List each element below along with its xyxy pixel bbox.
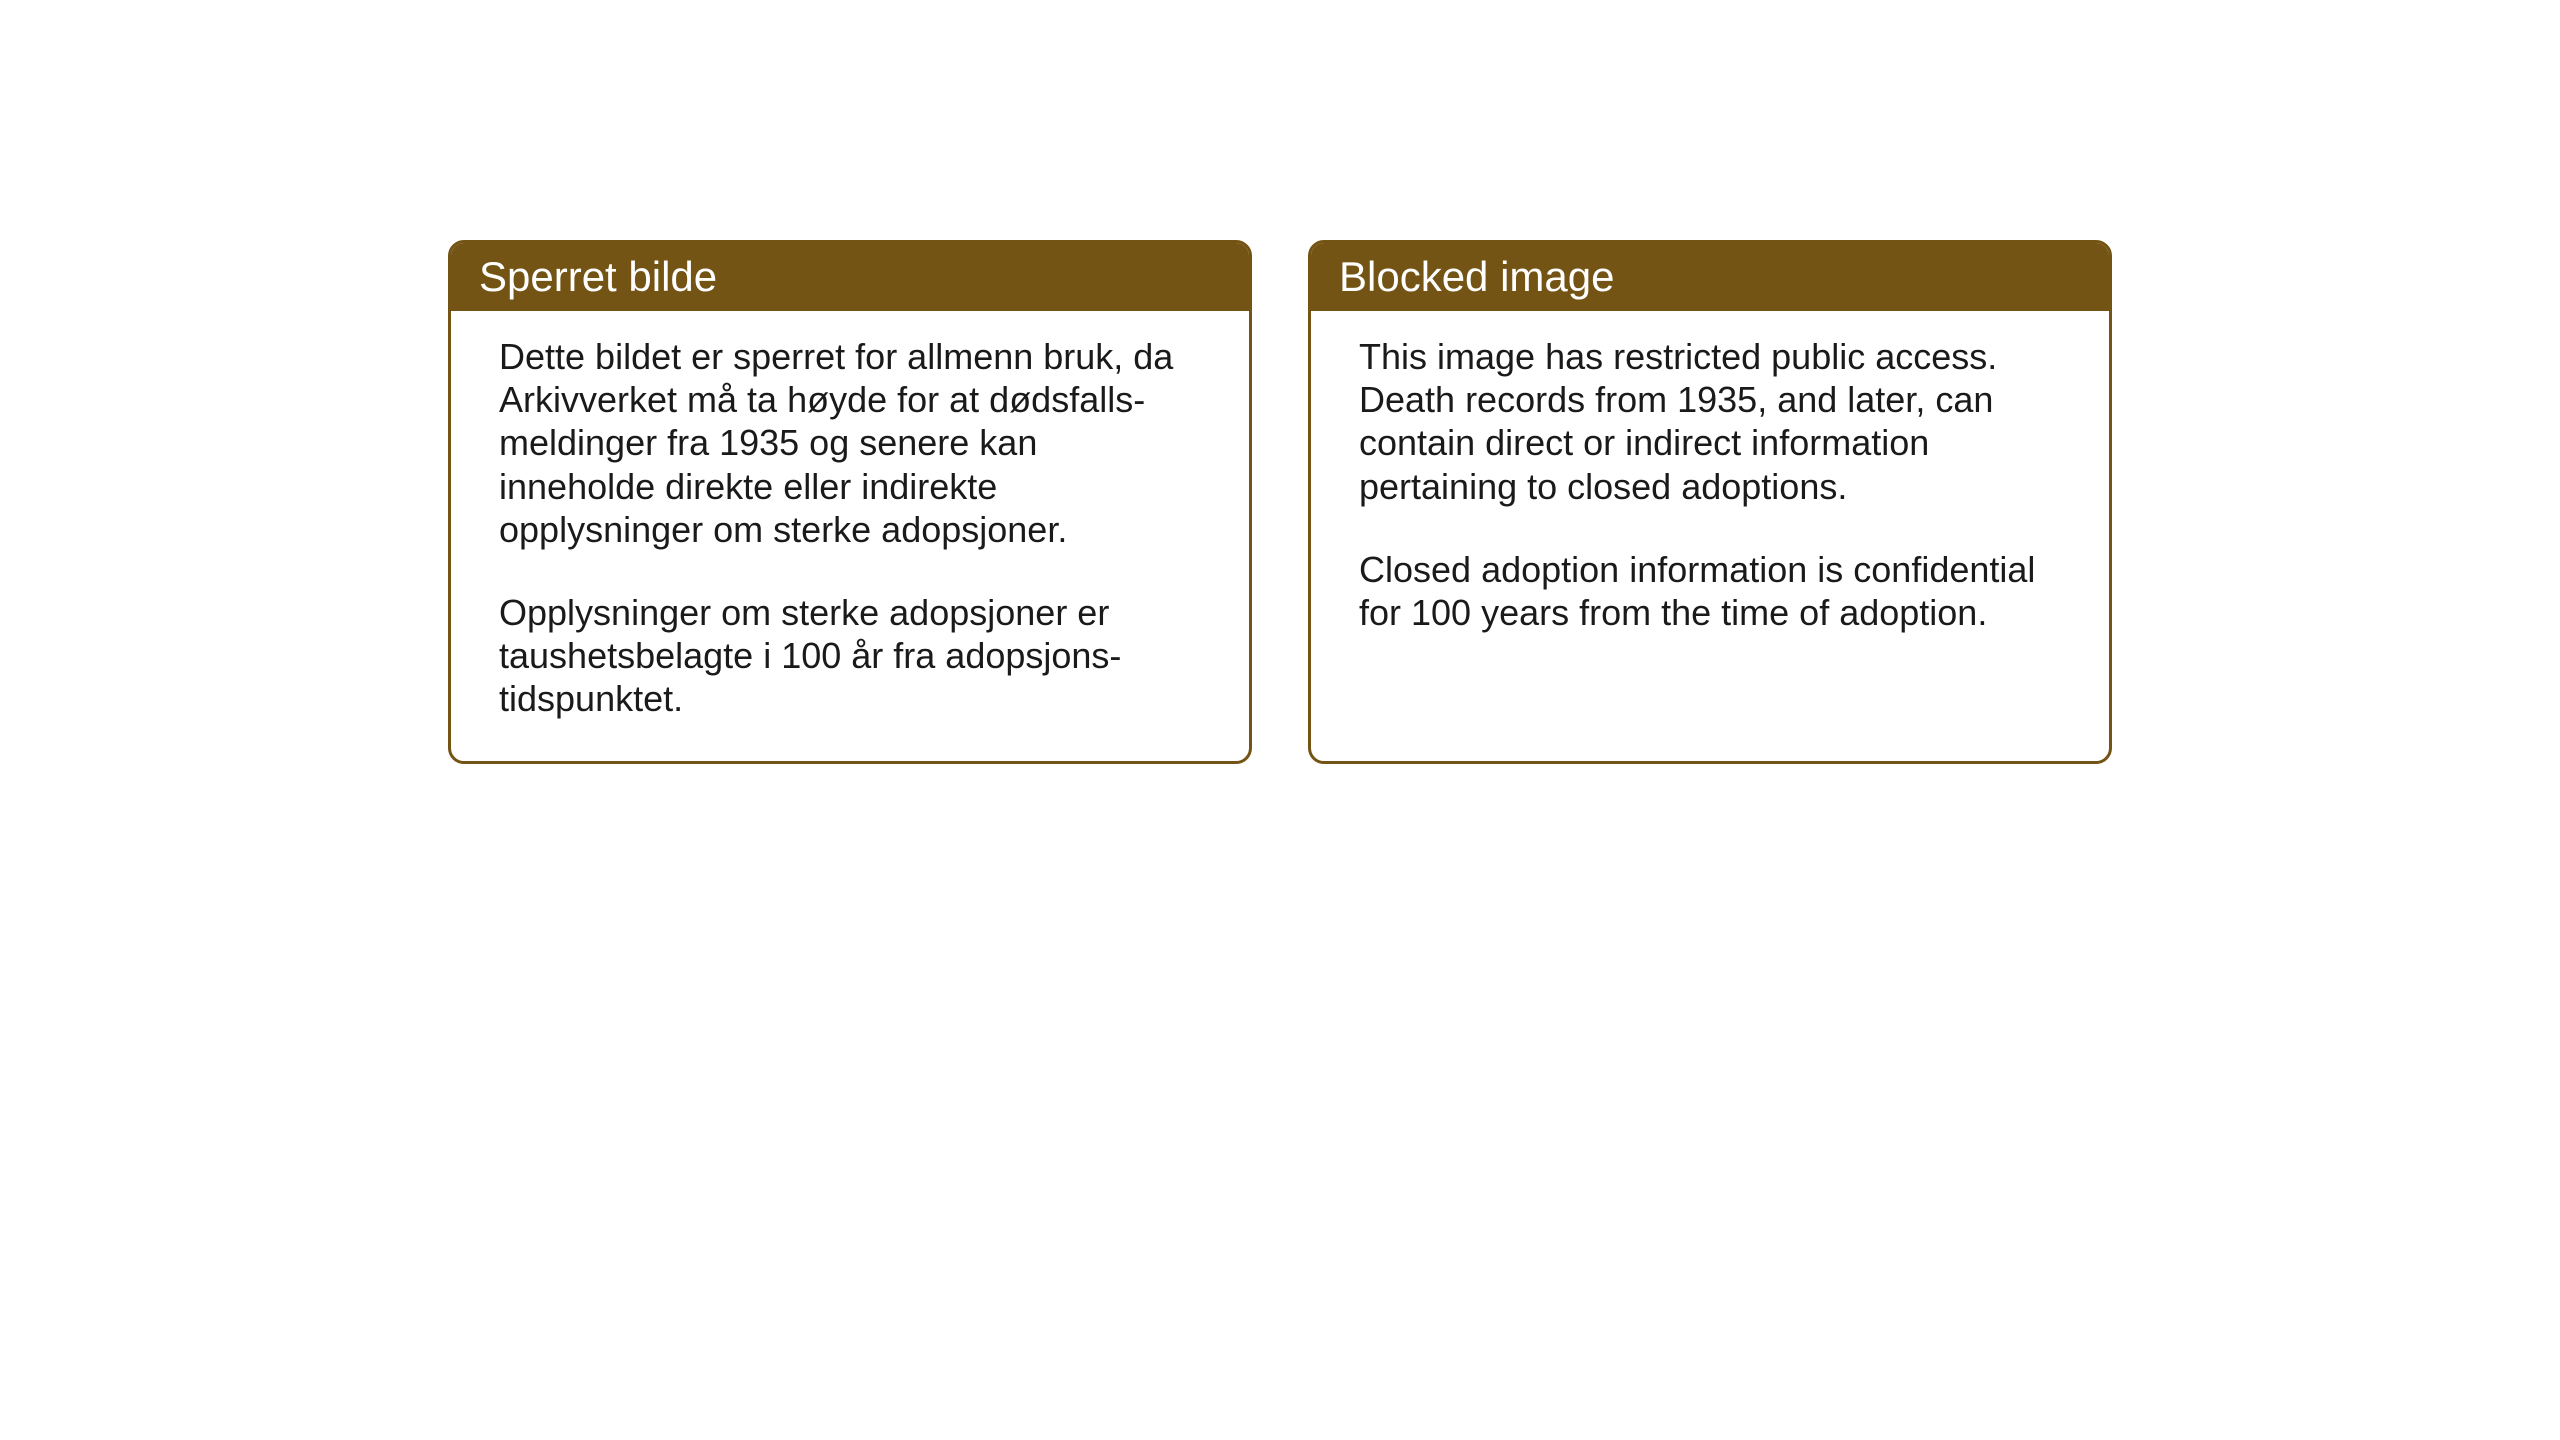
notice-paragraph: Dette bildet er sperret for allmenn bruk… (499, 335, 1201, 551)
notice-body-norwegian: Dette bildet er sperret for allmenn bruk… (451, 311, 1249, 761)
notice-paragraph: Opplysninger om sterke adopsjoner er tau… (499, 591, 1201, 721)
notice-container: Sperret bilde Dette bildet er sperret fo… (448, 240, 2112, 764)
notice-header-english: Blocked image (1311, 243, 2109, 311)
notice-box-english: Blocked image This image has restricted … (1308, 240, 2112, 764)
notice-body-english: This image has restricted public access.… (1311, 311, 2109, 731)
notice-box-norwegian: Sperret bilde Dette bildet er sperret fo… (448, 240, 1252, 764)
notice-paragraph: This image has restricted public access.… (1359, 335, 2061, 508)
notice-header-norwegian: Sperret bilde (451, 243, 1249, 311)
notice-paragraph: Closed adoption information is confident… (1359, 548, 2061, 634)
